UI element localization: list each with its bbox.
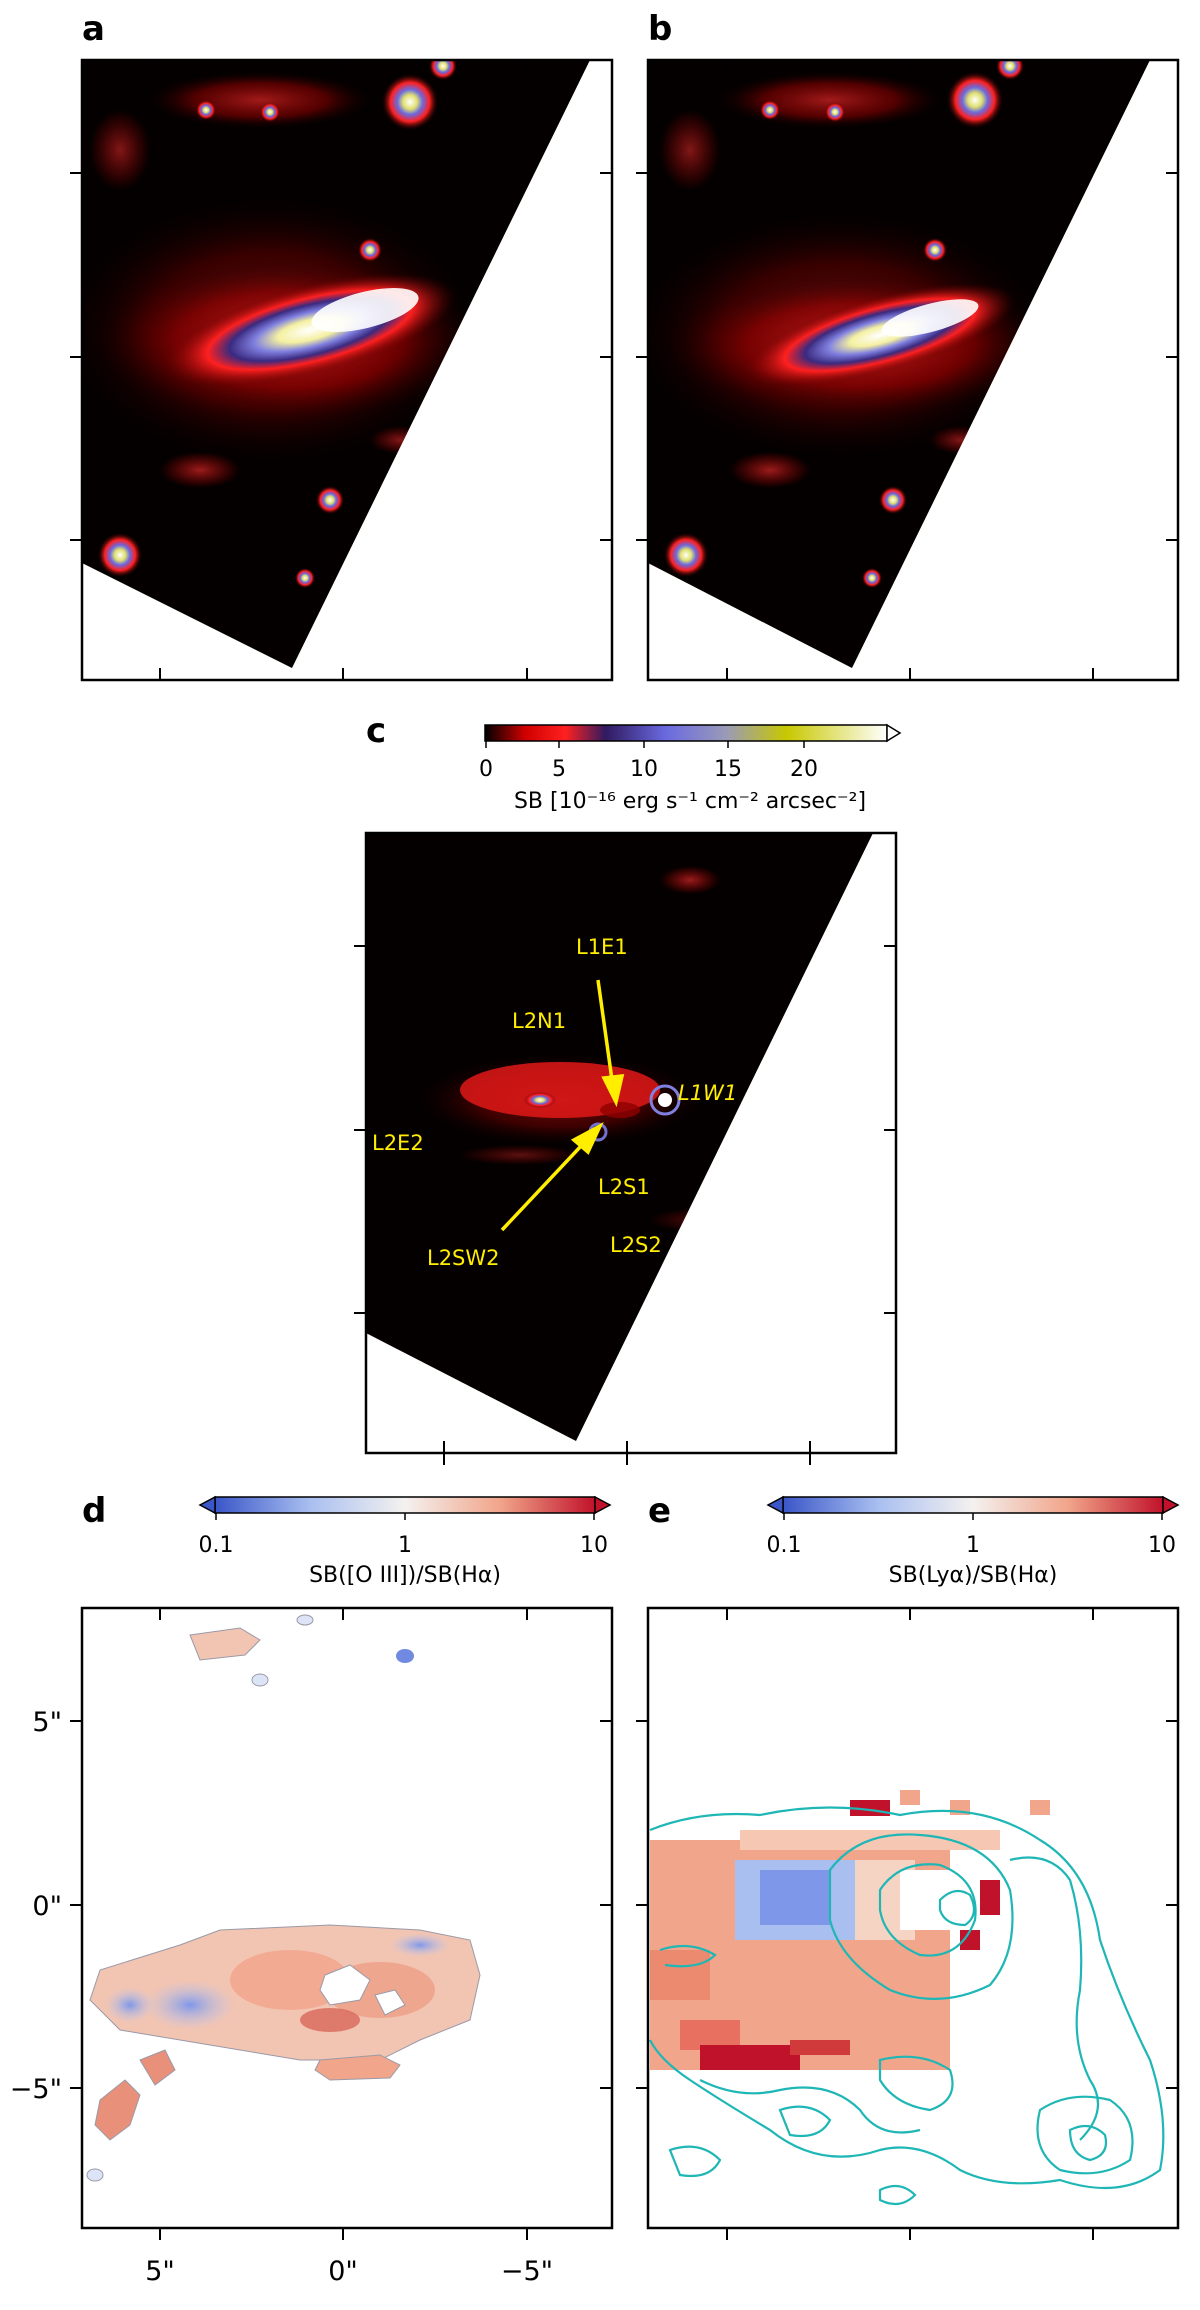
panel-e-contours — [649, 1806, 1165, 2206]
lya-colorbar-label: SB(Lyα)/SB(Hα) — [889, 1563, 1058, 1588]
panel-c: L1E1 L2N1 L1W1 L2E2 L2S1 L2SW2 L2S2 c — [354, 711, 898, 1465]
sb-tick-4: 20 — [790, 757, 818, 782]
annotation-l2s2: L2S2 — [610, 1233, 662, 1257]
lya-tick-0: 0.1 — [767, 1533, 802, 1558]
panel-a: a — [70, 9, 614, 682]
annotation-l2n1: L2N1 — [512, 1009, 566, 1033]
colorbar-oiii-ha: 0.1 1 10 SB([O III])/SB(Hα) — [198, 1495, 612, 1588]
y-tick-label-1: 0" — [32, 1891, 62, 1922]
panel-a-label: a — [82, 9, 105, 49]
colorbar-lya-ha: 0.1 1 10 SB(Lyα)/SB(Hα) — [766, 1495, 1180, 1588]
oiii-tick-2: 10 — [580, 1533, 608, 1558]
sb-tick-3: 15 — [714, 757, 742, 782]
annotation-l2s1: L2S1 — [598, 1175, 650, 1199]
panel-c-ticks — [354, 945, 896, 1465]
annotation-l2e2: L2E2 — [372, 1131, 424, 1155]
oiii-tick-0: 0.1 — [199, 1533, 234, 1558]
panel-e-ratio-map — [650, 1790, 1050, 2070]
x-tick-label-2: −5" — [501, 2256, 553, 2287]
panel-e: e — [636, 1491, 1180, 2240]
sb-tick-1: 5 — [552, 757, 566, 782]
panel-e-ticks — [636, 1608, 1178, 2240]
y-tick-label-2: −5" — [10, 2074, 62, 2105]
x-tick-label-0: 5" — [145, 2256, 175, 2287]
panel-d-ticks — [70, 1608, 612, 2240]
y-tick-label-0: 5" — [32, 1707, 62, 1738]
panel-b: b — [636, 9, 1180, 682]
sb-tick-2: 10 — [630, 757, 658, 782]
panel-b-label: b — [648, 9, 672, 49]
x-tick-label-1: 0" — [328, 2256, 358, 2287]
sb-colorbar-label: SB [10⁻¹⁶ erg s⁻¹ cm⁻² arcsec⁻²] — [514, 789, 866, 814]
panel-c-label: c — [366, 711, 386, 751]
panel-b-ticks — [636, 60, 1178, 680]
colorbar-sb: 0 5 10 15 20 SB [10⁻¹⁶ erg s⁻¹ cm⁻² arcs… — [479, 723, 902, 814]
annotation-l2sw2: L2SW2 — [427, 1246, 500, 1270]
panel-d-ratio-map — [86, 1614, 481, 2182]
oiii-tick-1: 1 — [398, 1533, 412, 1558]
panel-a-ticks — [70, 60, 612, 680]
lya-tick-2: 10 — [1148, 1533, 1176, 1558]
annotation-l1e1: L1E1 — [576, 935, 628, 959]
panel-d: 5" 0" −5" 5" 0" −5" d — [10, 1491, 614, 2287]
annotation-l1w1: L1W1 — [678, 1081, 737, 1105]
panel-c-arrows — [500, 979, 625, 1232]
panel-d-label: d — [82, 1491, 106, 1531]
panel-e-label: e — [648, 1491, 671, 1531]
oiii-colorbar-label: SB([O III])/SB(Hα) — [309, 1563, 501, 1588]
lya-tick-1: 1 — [966, 1533, 980, 1558]
sb-tick-0: 0 — [479, 757, 493, 782]
